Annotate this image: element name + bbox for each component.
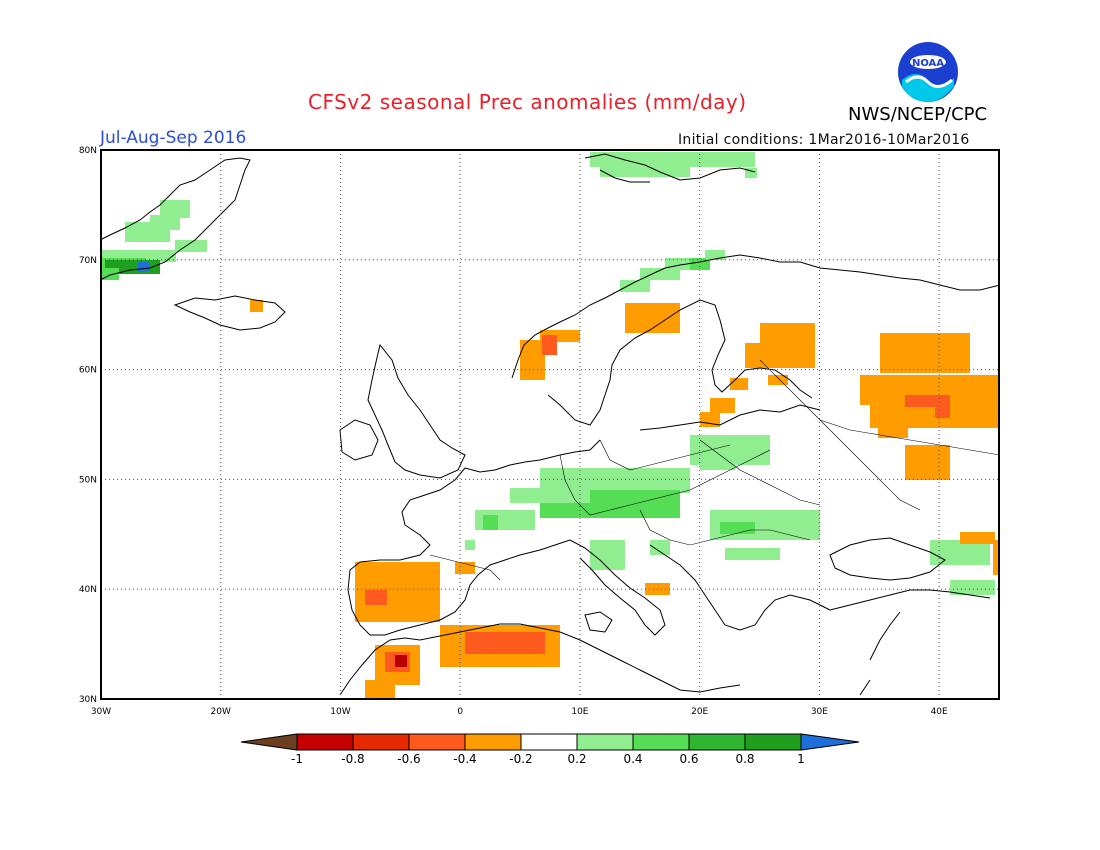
colorbar-box <box>576 733 634 751</box>
anomaly-cell <box>700 450 735 470</box>
anomaly-cell <box>395 655 407 667</box>
colorbar-label: 1 <box>797 752 805 766</box>
anomaly-cell <box>745 168 757 178</box>
colorbar-arrow-low <box>240 733 298 751</box>
lat-tick-label: 80N <box>79 146 97 156</box>
lat-tick-label: 40N <box>79 585 97 595</box>
colorbar-label: -0.8 <box>341 752 364 766</box>
map-frame <box>100 149 1000 700</box>
anomaly-cell <box>705 250 725 260</box>
color-legend-boxes <box>240 733 860 751</box>
colorbar-label: -0.2 <box>509 752 532 766</box>
anomaly-cell <box>930 540 990 565</box>
anomaly-cell <box>590 152 755 167</box>
coastline-sweden-finland <box>547 299 813 426</box>
coastline-baltic <box>639 404 821 431</box>
colorbar-box <box>464 733 522 751</box>
lat-tick-label: 70N <box>79 256 97 266</box>
lon-tick-label: 10E <box>571 707 588 717</box>
anomaly-cell <box>160 200 190 218</box>
coastline-western-europe <box>347 439 601 636</box>
lon-tick-label: 40E <box>931 707 948 717</box>
anomaly-cell <box>768 375 788 385</box>
anomaly-cell <box>960 532 995 544</box>
anomaly-cell <box>878 420 908 438</box>
agency-label: NWS/NCEP/CPC <box>848 104 988 125</box>
anomaly-cell <box>905 445 950 480</box>
country-borders <box>429 359 1001 581</box>
anomaly-cell <box>125 222 170 242</box>
anomaly-cell <box>590 540 625 570</box>
axis-tick-labels: 30W 20W 10W 0 10E 20E 30E 40E 80N 70N 60N 50N 40N 30N <box>79 146 948 717</box>
map-title: CFSv2 seasonal Prec anomalies (mm/day) <box>308 90 747 114</box>
lon-tick-label: 20W <box>211 707 231 717</box>
colorbar-label: 0.2 <box>567 752 586 766</box>
season-label: Jul-Aug-Sep 2016 <box>100 128 247 148</box>
coastline-greenland <box>99 157 251 281</box>
lon-tick-label: 10W <box>330 707 350 717</box>
lat-tick-label: 30N <box>79 695 97 705</box>
anomaly-cell <box>483 515 498 530</box>
colorbar-box <box>408 733 466 751</box>
anomaly-cell <box>600 165 690 177</box>
anomaly-cell <box>725 548 780 560</box>
colorbar-box <box>352 733 410 751</box>
coastlines <box>99 153 1001 696</box>
anomaly-cell <box>365 590 387 605</box>
anomaly-cell <box>880 333 970 373</box>
colorbar-label: 0.4 <box>623 752 642 766</box>
anomaly-cell <box>993 540 999 575</box>
colorbar-label: -0.4 <box>453 752 476 766</box>
lat-tick-label: 60N <box>79 366 97 376</box>
anomaly-cell <box>520 340 545 380</box>
coastline-eastern-med <box>859 611 901 696</box>
logo-text: NOAA <box>912 58 944 69</box>
colorbar-box <box>296 733 354 751</box>
coastline-svalbard <box>584 153 756 183</box>
coastline-turkey <box>829 589 991 611</box>
colorbar-box <box>688 733 746 751</box>
lat-lon-grid <box>101 150 999 699</box>
anomaly-cell <box>175 240 207 252</box>
coastline-north-africa <box>339 623 741 696</box>
anomaly-cell <box>250 300 263 312</box>
coastline-iceland <box>173 295 286 331</box>
colorbar-label: -0.6 <box>397 752 420 766</box>
anomaly-cell <box>465 632 545 654</box>
anomaly-cell <box>510 488 590 503</box>
lon-tick-label: 0 <box>457 707 463 717</box>
colorbar-label: -1 <box>291 752 303 766</box>
anomaly-cell <box>465 540 475 550</box>
noaa-logo: NOAA <box>898 42 958 102</box>
anomaly-cell <box>710 398 735 413</box>
anomaly-cell <box>650 540 670 555</box>
anomaly-cell <box>138 262 150 271</box>
anomaly-cell <box>760 323 815 368</box>
colorbar-arrow-high <box>800 733 860 751</box>
colorbar-label: 0.8 <box>735 752 754 766</box>
coastline-british-isles <box>339 343 466 479</box>
anomaly-map: 30W 20W 10W 0 10E 20E 30E 40E 80N 70N 60N 50N 40N 30N <box>79 146 1001 717</box>
colorbar-box <box>632 733 690 751</box>
colorbar-label: 0.6 <box>679 752 698 766</box>
anomaly-cell <box>745 343 765 368</box>
coastline-black-sea <box>829 537 946 581</box>
lat-tick-label: 50N <box>79 475 97 485</box>
anomaly-cell <box>620 280 650 292</box>
anomaly-shading <box>101 152 1000 698</box>
lon-tick-label: 20E <box>691 707 708 717</box>
colorbar-box <box>744 733 802 751</box>
lon-tick-label: 30E <box>811 707 828 717</box>
color-legend-labels: -1 -0.8 -0.6 -0.4 -0.2 0.2 0.4 0.6 0.8 1 <box>291 752 805 766</box>
anomaly-cell <box>365 680 395 698</box>
colorbar-box <box>520 733 578 751</box>
anomaly-cell <box>650 303 680 318</box>
coastline-balkans-greece <box>649 544 831 631</box>
anomaly-cell <box>542 335 557 355</box>
initial-conditions-label: Initial conditions: 1Mar2016-10Mar2016 <box>678 132 970 148</box>
anomaly-cell <box>950 580 995 595</box>
lon-tick-label: 30W <box>91 707 111 717</box>
anomaly-cell <box>640 268 680 280</box>
